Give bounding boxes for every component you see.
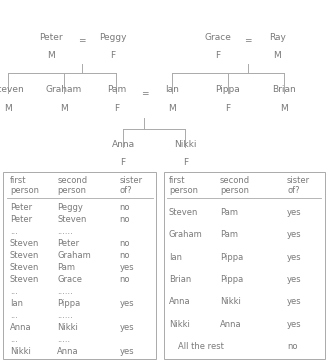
Text: Nikki: Nikki	[10, 347, 31, 356]
Text: Nikki: Nikki	[220, 297, 241, 306]
Text: Peggy: Peggy	[99, 33, 127, 42]
Text: M: M	[4, 103, 12, 113]
Text: yes: yes	[120, 323, 134, 332]
Text: Pam: Pam	[220, 231, 238, 240]
Text: Grace: Grace	[205, 33, 232, 42]
Text: Pippa: Pippa	[220, 275, 243, 284]
Text: Steven: Steven	[10, 275, 39, 284]
Text: ...: ...	[10, 335, 18, 344]
Text: Peter: Peter	[10, 203, 32, 212]
Text: Steven: Steven	[57, 215, 87, 224]
Text: M: M	[47, 51, 55, 60]
Text: ...: ...	[10, 227, 18, 236]
Text: no: no	[120, 203, 130, 212]
Text: first
person: first person	[169, 176, 198, 195]
Text: Nikki: Nikki	[169, 319, 190, 329]
Bar	[164, 172, 325, 359]
Text: yes: yes	[287, 231, 302, 240]
Text: =: =	[78, 36, 85, 45]
Text: Anna: Anna	[57, 347, 79, 356]
Text: Pippa: Pippa	[215, 85, 240, 94]
Text: =: =	[141, 89, 148, 98]
Text: Anna: Anna	[169, 297, 191, 306]
Text: Pam: Pam	[57, 263, 75, 272]
Text: Peter: Peter	[10, 215, 32, 224]
Text: Peter: Peter	[39, 33, 63, 42]
Text: F: F	[111, 51, 116, 60]
Text: F: F	[225, 103, 231, 113]
Text: yes: yes	[120, 263, 134, 272]
Text: Peter: Peter	[57, 239, 79, 248]
Text: .....: .....	[57, 335, 71, 344]
Text: ...: ...	[10, 311, 18, 320]
Text: Ian: Ian	[165, 85, 179, 94]
Text: All the rest: All the rest	[178, 342, 224, 351]
Text: Anna: Anna	[10, 323, 31, 332]
Text: no: no	[287, 342, 297, 351]
Text: no: no	[120, 275, 130, 284]
Text: M: M	[60, 103, 68, 113]
Text: F: F	[114, 103, 119, 113]
Text: M: M	[280, 103, 288, 113]
Text: ......: ......	[57, 227, 73, 236]
Text: no: no	[120, 239, 130, 248]
Text: no: no	[120, 251, 130, 260]
Text: Pam: Pam	[220, 208, 238, 217]
Text: Pippa: Pippa	[57, 299, 81, 308]
Text: Brian: Brian	[272, 85, 296, 94]
Text: no: no	[120, 215, 130, 224]
Text: Anna: Anna	[112, 140, 134, 149]
Text: yes: yes	[120, 347, 134, 356]
Text: Peggy: Peggy	[57, 203, 83, 212]
Text: yes: yes	[287, 319, 302, 329]
Text: F: F	[215, 51, 221, 60]
Text: sister
of?: sister of?	[287, 176, 310, 195]
Text: Steven: Steven	[169, 208, 198, 217]
Text: M: M	[168, 103, 176, 113]
Text: Anna: Anna	[220, 319, 241, 329]
Text: Graham: Graham	[46, 85, 82, 94]
Text: Ian: Ian	[169, 253, 182, 262]
Text: ......: ......	[57, 311, 73, 320]
Text: Steven: Steven	[10, 263, 39, 272]
Text: Grace: Grace	[57, 275, 82, 284]
Text: Brian: Brian	[169, 275, 191, 284]
Text: Nikki: Nikki	[57, 323, 78, 332]
Text: yes: yes	[287, 253, 302, 262]
Text: yes: yes	[287, 208, 302, 217]
Text: first
person: first person	[10, 176, 39, 195]
Text: =: =	[244, 36, 251, 45]
Text: ...: ...	[10, 287, 18, 296]
Text: Steven: Steven	[10, 251, 39, 260]
Bar	[3, 172, 156, 359]
Text: Steven: Steven	[10, 239, 39, 248]
Text: Graham: Graham	[169, 231, 203, 240]
Text: Pippa: Pippa	[220, 253, 243, 262]
Text: Pam: Pam	[107, 85, 126, 94]
Text: ......: ......	[57, 287, 73, 296]
Text: second
person: second person	[220, 176, 250, 195]
Text: F: F	[183, 158, 188, 167]
Text: sister
of?: sister of?	[120, 176, 143, 195]
Text: Ian: Ian	[10, 299, 23, 308]
Text: yes: yes	[287, 297, 302, 306]
Text: Steven: Steven	[0, 85, 24, 94]
Text: second
person: second person	[57, 176, 88, 195]
Text: Nikki: Nikki	[174, 140, 196, 149]
Text: yes: yes	[120, 299, 134, 308]
Text: F: F	[120, 158, 126, 167]
Text: Graham: Graham	[57, 251, 91, 260]
Text: M: M	[273, 51, 281, 60]
Text: Ray: Ray	[269, 33, 286, 42]
Text: yes: yes	[287, 275, 302, 284]
